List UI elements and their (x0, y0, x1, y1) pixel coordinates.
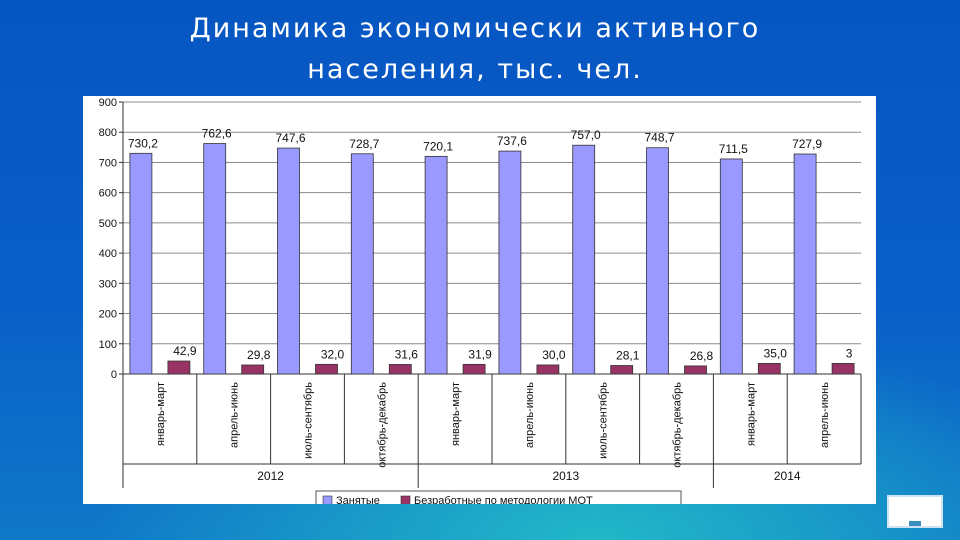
data-label: 31,6 (395, 347, 419, 361)
bar-employed (350, 153, 374, 375)
data-label: 28,1 (616, 349, 640, 363)
bar-unemployed (315, 363, 338, 375)
data-label: 737,6 (497, 134, 527, 148)
bar-employed (203, 143, 227, 375)
bar-unemployed (167, 360, 191, 375)
data-label: 730,2 (128, 136, 158, 150)
category-label: апрель-июнь (229, 382, 241, 448)
y-tick-label: 500 (99, 218, 117, 230)
bar-unemployed (462, 363, 486, 375)
category-label: июль-сентябрь (598, 382, 610, 459)
data-label: 3 (846, 346, 853, 360)
category-label: январь-март (155, 382, 167, 446)
data-label: 32,0 (321, 347, 345, 361)
bar-employed (424, 155, 448, 375)
data-label: 728,7 (349, 137, 379, 151)
bar-unemployed (610, 365, 634, 375)
data-label: 35,0 (764, 346, 788, 360)
data-label: 762,6 (202, 127, 232, 141)
data-label: 727,9 (792, 137, 822, 151)
legend: Занятые Безработные по методологии МОТ (315, 490, 682, 504)
slide-title-line-2: населения, тыс. чел. (307, 54, 643, 85)
data-label: 30,0 (542, 348, 566, 362)
y-tick-label: 0 (111, 369, 117, 381)
category-label: июль-сентябрь (303, 382, 315, 459)
legend-swatch (322, 495, 333, 504)
y-tick-label: 400 (99, 248, 117, 260)
data-label: 42,9 (173, 344, 197, 358)
slide-nav-icon (909, 521, 921, 526)
y-tick-label: 300 (99, 278, 117, 290)
bar-employed (129, 152, 153, 375)
bar-employed (793, 153, 817, 375)
bar-unemployed (241, 364, 265, 375)
bar-employed (646, 147, 669, 375)
bar-unemployed (684, 365, 707, 375)
bar-unemployed (536, 364, 560, 375)
bar-employed (498, 150, 522, 375)
bar-unemployed (757, 363, 781, 375)
category-label: январь-март (450, 382, 462, 446)
data-label: 29,8 (247, 348, 271, 362)
year-label: 2014 (774, 469, 801, 483)
y-tick-label: 600 (99, 188, 117, 200)
y-tick-label: 100 (99, 339, 117, 351)
year-label: 2013 (552, 469, 579, 483)
year-label: 2012 (257, 469, 284, 483)
slide-title-line-1: Динамика экономически активного (189, 13, 761, 44)
y-tick-label: 200 (99, 309, 117, 321)
slide-title: Динамика экономически активного населени… (0, 8, 950, 90)
category-label: октябрь-декабрь (672, 382, 684, 468)
bar-unemployed (831, 363, 855, 375)
legend-label: Безработные по методологии МОТ (414, 495, 593, 504)
data-label: 26,8 (690, 349, 714, 363)
y-tick-label: 900 (99, 97, 117, 109)
data-label: 31,9 (468, 347, 492, 361)
category-label: январь-март (745, 382, 757, 446)
y-tick-label: 800 (99, 127, 117, 139)
slide-nav-button[interactable] (887, 495, 943, 528)
legend-label: Занятые (336, 495, 380, 504)
bar-employed (572, 144, 596, 375)
category-label: апрель-июнь (819, 382, 831, 448)
chart-panel: 0 100 200 300 400 500 600 700 800 900 730,2 762,6 74… (83, 96, 876, 504)
data-label: 720,1 (423, 139, 453, 153)
bar-employed (719, 158, 743, 375)
data-label: 757,0 (571, 128, 601, 142)
data-label: 748,7 (644, 131, 674, 145)
data-label: 747,6 (275, 131, 305, 145)
y-tick-label: 700 (99, 157, 117, 169)
bar-unemployed (388, 364, 412, 375)
data-label: 711,5 (719, 142, 748, 156)
category-label: апрель-июнь (524, 382, 536, 448)
bar-chart: 0 100 200 300 400 500 600 700 800 900 730,2 762,6 74… (99, 97, 862, 504)
legend-swatch (400, 495, 411, 504)
bar-employed (277, 147, 300, 375)
category-label: октябрь-декабрь (376, 382, 388, 468)
